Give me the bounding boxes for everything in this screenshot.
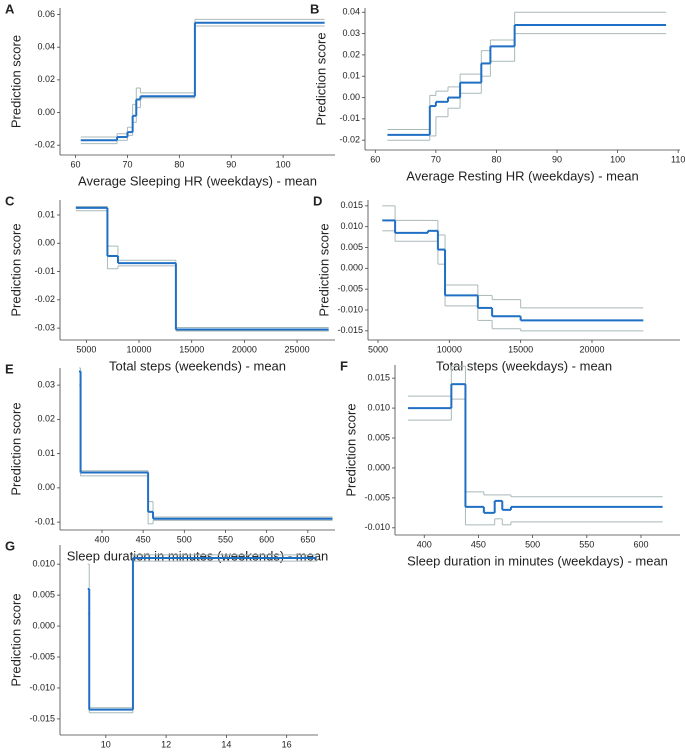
- x-tick-label: 16: [282, 739, 292, 749]
- panel-label: E: [5, 361, 14, 376]
- y-tick-label: -0.005: [364, 492, 390, 502]
- y-tick-label: 0.005: [32, 590, 55, 600]
- x-tick-label: 25000: [285, 344, 310, 354]
- x-tick-label: 90: [226, 159, 236, 169]
- panel-label: G: [5, 538, 15, 553]
- x-axis-label: Total steps (weekends) - mean: [109, 358, 286, 373]
- y-tick-label: 0.00: [37, 238, 55, 248]
- y-tick-label: -0.015: [29, 713, 55, 723]
- y-tick-label: 0.03: [37, 379, 55, 389]
- x-tick-label: 15000: [508, 344, 533, 354]
- y-tick-label: -0.02: [339, 135, 360, 145]
- y-tick-label: 0.01: [37, 448, 55, 458]
- x-axis-label: Total steps (weekdays) - mean: [436, 358, 612, 373]
- y-tick-label: 0.010: [32, 559, 55, 569]
- y-axis-label: Prediction score: [8, 593, 23, 686]
- x-tick-label: 400: [417, 539, 432, 549]
- x-tick-label: 600: [259, 534, 274, 544]
- y-tick-label: 0.005: [340, 242, 363, 252]
- x-tick-label: 20000: [232, 344, 257, 354]
- y-tick-label: 0.02: [342, 49, 360, 59]
- x-tick-label: 5000: [76, 344, 96, 354]
- x-tick-label: 60: [370, 154, 380, 164]
- panel-label: C: [5, 193, 15, 208]
- x-tick-label: 450: [136, 534, 151, 544]
- y-tick-label: 0.005: [367, 432, 390, 442]
- y-tick-label: 0.04: [342, 7, 360, 17]
- x-tick-label: 500: [177, 534, 192, 544]
- x-tick-label: 15000: [179, 344, 204, 354]
- y-tick-label: -0.015: [337, 325, 363, 335]
- y-tick-label: 0.010: [340, 221, 363, 231]
- y-tick-label: -0.03: [34, 322, 55, 332]
- y-tick-label: 0.04: [37, 42, 55, 52]
- x-tick-label: 400: [94, 534, 109, 544]
- y-tick-label: 0.010: [367, 402, 390, 412]
- x-tick-label: 90: [552, 154, 562, 164]
- x-tick-label: 550: [579, 539, 594, 549]
- x-tick-label: 80: [491, 154, 501, 164]
- panel-label: A: [5, 1, 15, 16]
- x-tick-label: 600: [633, 539, 648, 549]
- x-tick-label: 500: [525, 539, 540, 549]
- x-tick-label: 5000: [368, 344, 388, 354]
- y-tick-label: -0.02: [34, 294, 55, 304]
- y-tick-label: 0.00: [37, 482, 55, 492]
- x-tick-label: 110: [671, 154, 685, 164]
- y-tick-label: -0.01: [34, 516, 55, 526]
- x-axis-label: Sleep duration in minutes (weekdays) - m…: [407, 553, 668, 568]
- y-axis-label: Prediction score: [343, 403, 358, 496]
- y-tick-label: -0.02: [34, 140, 55, 150]
- y-tick-label: -0.010: [337, 304, 363, 314]
- x-tick-label: 100: [610, 154, 625, 164]
- y-tick-label: -0.01: [34, 266, 55, 276]
- y-axis-label: Prediction score: [8, 35, 23, 128]
- y-tick-label: -0.01: [339, 113, 360, 123]
- y-tick-label: 0.00: [342, 92, 360, 102]
- y-tick-label: -0.010: [29, 682, 55, 692]
- panel-label: F: [340, 358, 348, 373]
- y-tick-label: 0.01: [342, 71, 360, 81]
- y-tick-label: 0.01: [37, 209, 55, 219]
- y-tick-label: 0.03: [342, 28, 360, 38]
- y-tick-label: 0.000: [32, 620, 55, 630]
- x-axis-label: Average Resting HR (weekdays) - mean: [406, 168, 638, 183]
- panel-label: D: [313, 193, 322, 208]
- x-tick-label: 10000: [437, 344, 462, 354]
- y-tick-label: 0.000: [367, 462, 390, 472]
- x-tick-label: 10: [101, 739, 111, 749]
- y-tick-label: 0.02: [37, 74, 55, 84]
- x-tick-label: 70: [122, 159, 132, 169]
- x-tick-label: 450: [471, 539, 486, 549]
- y-axis-label: Prediction score: [316, 223, 331, 316]
- x-tick-label: 80: [174, 159, 184, 169]
- x-tick-label: 14: [221, 739, 231, 749]
- y-tick-label: -0.010: [364, 522, 390, 532]
- x-tick-label: 12: [161, 739, 171, 749]
- y-tick-label: -0.005: [337, 284, 363, 294]
- x-axis-label: Average Sleeping HR (weekdays) - mean: [78, 173, 317, 188]
- y-axis-label: Prediction score: [313, 32, 328, 125]
- panel-label: B: [310, 1, 319, 16]
- x-tick-label: 650: [300, 534, 315, 544]
- y-tick-label: -0.005: [29, 651, 55, 661]
- y-tick-label: 0.02: [37, 414, 55, 424]
- y-tick-label: 0.000: [340, 263, 363, 273]
- y-tick-label: 0.06: [37, 9, 55, 19]
- y-tick-label: 0.015: [367, 373, 390, 383]
- y-axis-label: Prediction score: [8, 223, 23, 316]
- x-tick-label: 20000: [579, 344, 604, 354]
- x-tick-label: 10000: [127, 344, 152, 354]
- y-tick-label: 0.00: [37, 107, 55, 117]
- x-tick-label: 70: [431, 154, 441, 164]
- y-tick-label: 0.015: [340, 200, 363, 210]
- y-axis-label: Prediction score: [8, 402, 23, 495]
- x-tick-label: 100: [276, 159, 291, 169]
- x-tick-label: 60: [71, 159, 81, 169]
- x-axis-label: Bedtime - hours since 12AM (weekends) - …: [50, 753, 328, 755]
- x-tick-label: 550: [218, 534, 233, 544]
